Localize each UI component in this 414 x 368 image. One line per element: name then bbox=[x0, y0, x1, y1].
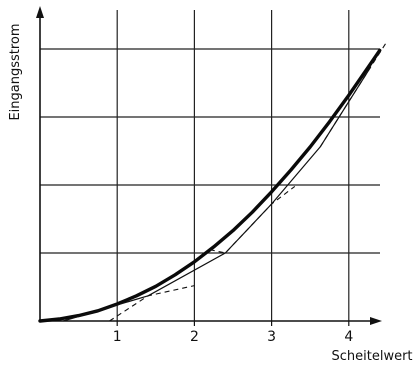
x-tick-labels: 1 2 3 4 bbox=[113, 329, 354, 345]
x-tick-label: 3 bbox=[267, 329, 276, 345]
x-axis-label: Scheitelwert bbox=[331, 349, 412, 364]
grid bbox=[40, 10, 380, 321]
x-tick-label: 4 bbox=[344, 329, 353, 345]
x-axis-arrow bbox=[370, 317, 382, 325]
series-line-4 bbox=[209, 185, 296, 254]
series-line-3 bbox=[109, 285, 195, 322]
y-axis-label: Eingangsstrom bbox=[8, 23, 23, 120]
y-axis-arrow bbox=[36, 6, 44, 18]
series-line-2 bbox=[63, 67, 371, 322]
series-group bbox=[38, 40, 388, 323]
axes bbox=[36, 6, 382, 326]
x-tick-label: 2 bbox=[190, 329, 199, 345]
series-line-5 bbox=[319, 40, 388, 148]
x-tick-label: 1 bbox=[113, 329, 122, 345]
series-line-1 bbox=[38, 48, 382, 323]
